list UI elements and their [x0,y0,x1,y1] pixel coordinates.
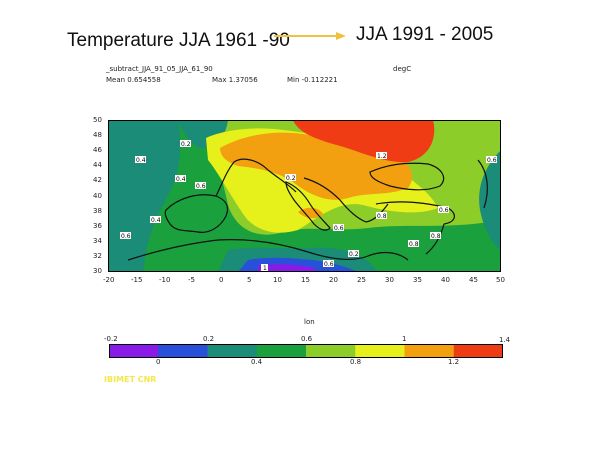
temperature-anomaly-map: 0.2 0.4 0.4 0.6 0.4 0.6 0.6 1.2 0.8 0.6 … [108,120,501,272]
colorbar-cell [207,344,258,358]
lon-label: 35 [413,276,422,284]
lat-label: 42 [93,176,102,184]
colorbar-bottom-label: 0.4 [251,358,263,366]
plot-max: Max 1.37056 [212,76,258,84]
contour-label: 0.4 [176,176,186,183]
colorbar-cell [355,344,405,358]
lon-label: -5 [188,276,195,284]
lat-label: 34 [93,237,102,245]
lon-axis-label: lon [304,318,315,326]
arrow-right-icon [274,32,346,40]
contour-label: 0.6 [121,233,131,240]
coastline-black-sea [369,162,445,191]
contour-label: 0.8 [409,241,419,248]
coastline-caspian [477,159,488,209]
colorbar-top-label: -0.2 [104,335,118,343]
contour-label: 0.6 [324,261,334,268]
colorbar-bottom-label: 1.2 [448,358,460,366]
colorbar-bottom-label: 0 [156,358,161,366]
coastlines [127,158,488,261]
lon-label: -20 [103,276,115,284]
lon-label: 10 [273,276,282,284]
slide-title-right: JJA 1991 - 2005 [356,24,494,45]
lon-label: 0 [219,276,224,284]
lat-label: 36 [93,222,102,230]
coastline-italy [285,181,331,231]
colorbar-top-label: 0.2 [203,335,215,343]
contour-label: 0.6 [439,207,449,214]
contour-label: 0.2 [181,141,191,148]
coastline-north-africa [127,239,409,261]
colorbar-cell [404,344,455,358]
lat-label: 48 [93,131,102,139]
contour-band-orange-italy [298,207,323,219]
colorbar-cell [256,344,307,358]
lat-label: 32 [93,252,102,260]
lon-label: 30 [385,276,394,284]
lon-label: -15 [131,276,143,284]
colorbar-cell [109,344,159,358]
contour-band-west [108,120,501,272]
lat-label: 44 [93,161,102,169]
lon-label: 15 [301,276,310,284]
contour-label: 0.8 [431,233,441,240]
contour-label: 0.2 [286,175,296,182]
lat-label: 50 [93,116,102,124]
plot-min: Min -0.112221 [287,76,338,84]
colorbar [109,344,503,358]
lon-label: 20 [329,276,338,284]
contour-label: 0.2 [349,251,359,258]
contour-label: 0.6 [487,157,497,164]
lon-label: 40 [441,276,450,284]
contour-band-red-north [293,120,435,163]
slide-title-left: Temperature JJA 1961 -90 [67,30,290,51]
contour-label: 0.8 [377,213,387,220]
coastline-levant [425,223,445,255]
plot-filename: _subtract_JJA_91_05_JJA_61_90 [106,65,213,73]
credit-label: IBIMET CNR [104,375,157,384]
contour-label: 1 [263,265,267,272]
lat-label: 40 [93,192,102,200]
contour-label: 0.4 [136,157,146,164]
lon-label: -10 [159,276,171,284]
contour-label: 0.6 [334,225,344,232]
colorbar-top-label: 1.4 [499,336,511,344]
lat-label: 38 [93,207,102,215]
lon-label: 25 [357,276,366,284]
contour-label: 1.2 [377,153,387,160]
lon-label: 50 [496,276,505,284]
contour-label: 0.6 [196,183,206,190]
contour-label: 0.4 [151,217,161,224]
colorbar-top-label: 1 [402,335,407,343]
lon-label: 45 [469,276,478,284]
coastline-france [215,158,297,197]
coastline-iberia [164,194,229,233]
colorbar-cell [306,344,356,358]
colorbar-top-label: 0.6 [301,335,313,343]
colorbar-cell [453,344,503,358]
plot-mean: Mean 0.654558 [106,76,161,84]
plot-units: degC [393,65,412,73]
contour-band-purple [258,264,318,272]
colorbar-cell [158,344,208,358]
lon-label: 5 [247,276,252,284]
contour-band-teal-east [479,150,501,250]
lat-label: 30 [93,267,102,275]
colorbar-bottom-label: 0.8 [350,358,362,366]
lat-label: 46 [93,146,102,154]
